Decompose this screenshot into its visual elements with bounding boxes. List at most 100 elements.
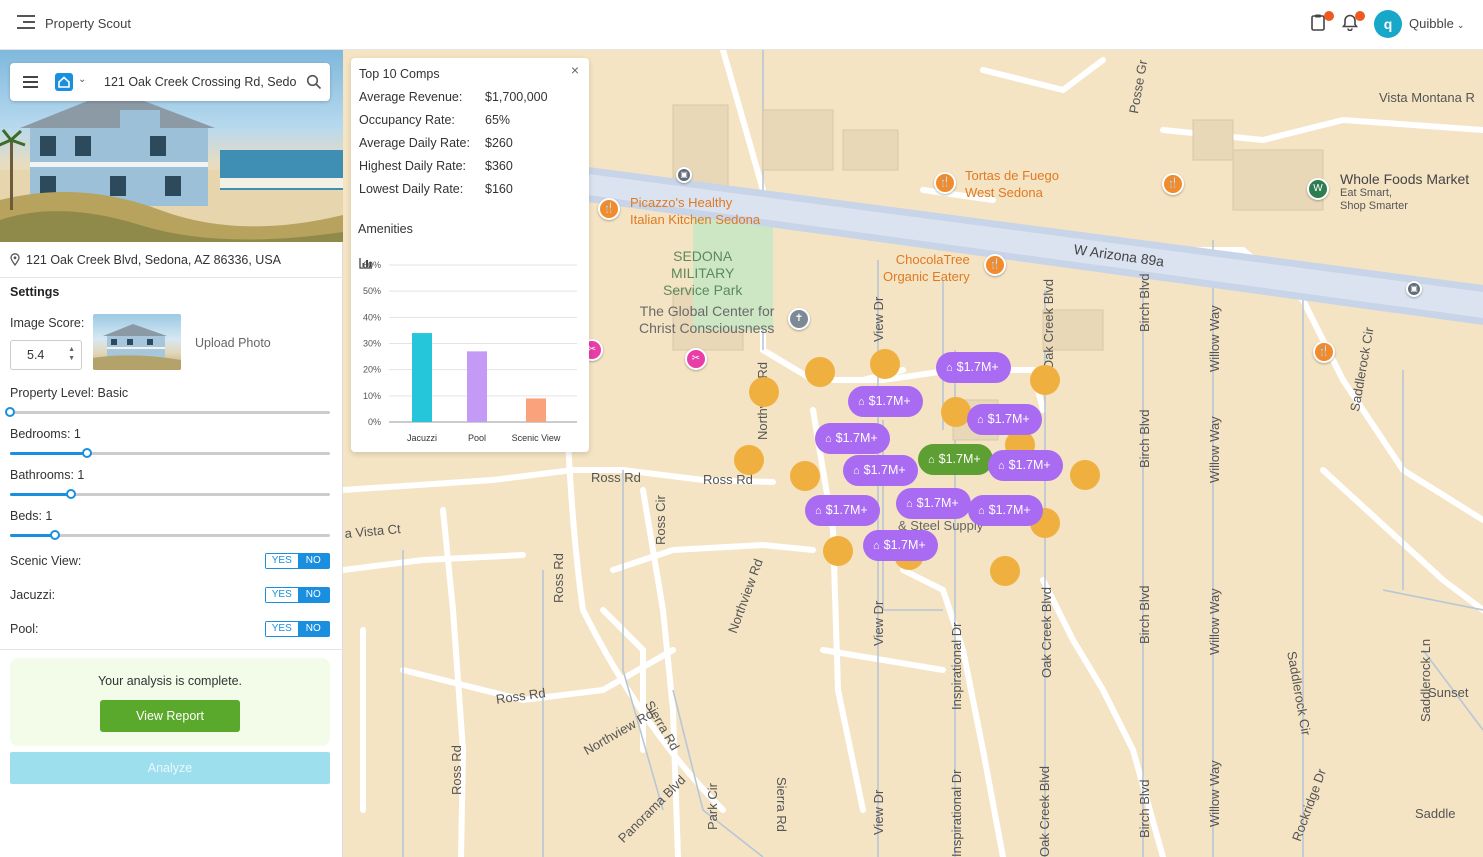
price-label: $1.7M+ — [883, 538, 926, 552]
property-level-slider[interactable] — [5, 407, 330, 417]
comp-dot[interactable] — [870, 349, 900, 379]
comp-dot[interactable] — [1070, 460, 1100, 490]
menu-icon[interactable] — [23, 76, 38, 91]
bar-jacuzzi[interactable] — [412, 333, 432, 422]
street-label: Birch Blvd — [1137, 273, 1152, 332]
home-icon[interactable] — [55, 73, 73, 91]
amenities-chart: 0% 10% 20% 30% 40% 50% 60% Jacuzzi Pool Scenic Vi… — [363, 260, 577, 443]
toggle-yes[interactable]: YES — [266, 622, 298, 636]
home-icon: ⌂ — [977, 414, 984, 426]
bathrooms-slider[interactable] — [10, 489, 330, 499]
street-label: Ross Rd — [591, 470, 641, 485]
street-label: Oak Creek Blvd — [1037, 765, 1052, 857]
slider-handle[interactable] — [65, 489, 76, 499]
price-marker[interactable]: ⌂ $1.7M+ — [896, 488, 971, 519]
bus-stop-icon[interactable]: ▣ — [676, 167, 692, 183]
poi-chocolatree[interactable]: ChocolaTree Organic Eatery — [883, 251, 970, 285]
comp-dot[interactable] — [805, 357, 835, 387]
bus-stop-icon[interactable]: ▣ — [1406, 281, 1422, 297]
toggle-yes[interactable]: YES — [266, 588, 298, 602]
avatar[interactable]: q — [1374, 10, 1402, 38]
street-label: Ross Rd — [551, 553, 566, 603]
beds-label: Beds: 1 — [10, 509, 53, 523]
poi-whole-foods[interactable]: Whole Foods Market — [1340, 171, 1469, 188]
menu-icon[interactable] — [17, 15, 35, 31]
price-marker[interactable]: ⌂ $1.7M+ — [848, 386, 923, 417]
stat-label: Occupancy Rate: — [359, 113, 455, 127]
comp-dot[interactable] — [1030, 365, 1060, 395]
poi-tortas[interactable]: Tortas de Fuego West Sedona — [965, 167, 1059, 201]
price-marker[interactable]: ⌂ $1.7M+ — [843, 455, 918, 486]
restaurant-icon[interactable]: 🍴 — [984, 254, 1006, 276]
scenic-view-label: Scenic View: — [10, 554, 82, 568]
beds-slider[interactable] — [10, 530, 330, 540]
comp-dot[interactable] — [790, 461, 820, 491]
slider-handle[interactable] — [5, 407, 15, 417]
price-marker[interactable]: ⌂ $1.7M+ — [936, 352, 1011, 383]
bar-pool[interactable] — [467, 351, 487, 422]
user-menu[interactable]: Quibble ⌄ — [1409, 16, 1464, 31]
pool-toggle[interactable]: YES NO — [265, 621, 330, 637]
price-marker[interactable]: ⌂ $1.7M+ — [988, 450, 1063, 481]
comp-dot[interactable] — [823, 536, 853, 566]
stat-label: Average Revenue: — [359, 90, 463, 104]
bedrooms-slider[interactable] — [10, 448, 330, 458]
comp-dot[interactable] — [990, 556, 1020, 586]
price-marker-selected[interactable]: ⌂ $1.7M+ — [918, 444, 993, 475]
toggle-no[interactable]: NO — [297, 622, 329, 636]
chevron-down-icon[interactable]: ⌄ — [78, 74, 87, 85]
poi-whole-foods-tagline: Eat Smart, Shop Smarter — [1340, 187, 1408, 213]
stat-row: Highest Daily Rate: $360 — [359, 159, 513, 173]
poi-global-center[interactable]: The Global Center for Christ Consciousnes… — [639, 303, 774, 337]
price-marker[interactable]: ⌂ $1.7M+ — [863, 530, 938, 561]
price-marker[interactable]: ⌂ $1.7M+ — [805, 495, 880, 526]
jacuzzi-toggle[interactable]: YES NO — [265, 587, 330, 603]
analysis-message: Your analysis is complete. — [97, 674, 243, 688]
restaurant-icon[interactable]: 🍴 — [934, 172, 956, 194]
user-name: Quibble — [1409, 16, 1454, 31]
comp-dot[interactable] — [941, 397, 971, 427]
church-icon[interactable]: ✝ — [788, 308, 810, 330]
street-label: Inspirational Dr — [949, 769, 964, 857]
poi-sedona-military-park[interactable]: SEDONA MILITARY Service Park — [663, 248, 742, 299]
y-tick-label: 60% — [363, 260, 381, 270]
property-thumbnail — [93, 314, 181, 370]
price-marker[interactable]: ⌂ $1.7M+ — [968, 495, 1043, 526]
bell-icon[interactable] — [1341, 11, 1365, 34]
shopping-icon[interactable]: ✂ — [685, 348, 707, 370]
price-marker[interactable]: ⌂ $1.7M+ — [815, 423, 890, 454]
comp-dot[interactable] — [749, 377, 779, 407]
toggle-yes[interactable]: YES — [266, 554, 298, 568]
clipboard-icon[interactable] — [1311, 11, 1334, 34]
close-icon[interactable]: × — [570, 62, 579, 78]
slider-handle[interactable] — [49, 530, 60, 540]
view-report-button[interactable]: View Report — [100, 700, 240, 732]
street-label: Sierra Rd — [774, 777, 789, 832]
bar-scenic-view[interactable] — [526, 398, 546, 422]
toggle-no[interactable]: NO — [297, 588, 329, 602]
restaurant-icon[interactable]: 🍴 — [1313, 341, 1335, 363]
slider-handle[interactable] — [81, 448, 92, 458]
street-label: Birch Blvd — [1137, 779, 1152, 838]
stepper-arrows-icon[interactable]: ▲ ▼ — [68, 346, 75, 362]
image-score-label: Image Score: — [10, 316, 85, 330]
comp-dot[interactable] — [734, 445, 764, 475]
poi-picazzos[interactable]: Picazzo's Healthy Italian Kitchen Sedona — [630, 194, 760, 228]
search-input[interactable] — [104, 72, 296, 92]
app-title: Property Scout — [45, 16, 131, 31]
street-label: Ross Cir — [653, 495, 668, 545]
street-label: Sunset — [1428, 685, 1469, 700]
upload-photo-button[interactable]: Upload Photo — [195, 336, 271, 350]
pool-label: Pool: — [10, 622, 39, 636]
toggle-no[interactable]: NO — [297, 554, 329, 568]
home-icon: ⌂ — [815, 505, 822, 517]
scenic-view-toggle[interactable]: YES NO — [265, 553, 330, 569]
analyze-button[interactable]: Analyze — [10, 752, 330, 784]
price-marker[interactable]: ⌂ $1.7M+ — [967, 404, 1042, 435]
restaurant-icon[interactable]: 🍴 — [598, 198, 620, 220]
slider-fill — [10, 534, 55, 537]
restaurant-icon[interactable]: 🍴 — [1162, 173, 1184, 195]
image-score-input[interactable]: 5.4 ▲ ▼ — [10, 340, 82, 370]
search-icon[interactable] — [306, 74, 322, 90]
grocery-icon[interactable]: W — [1307, 178, 1329, 200]
